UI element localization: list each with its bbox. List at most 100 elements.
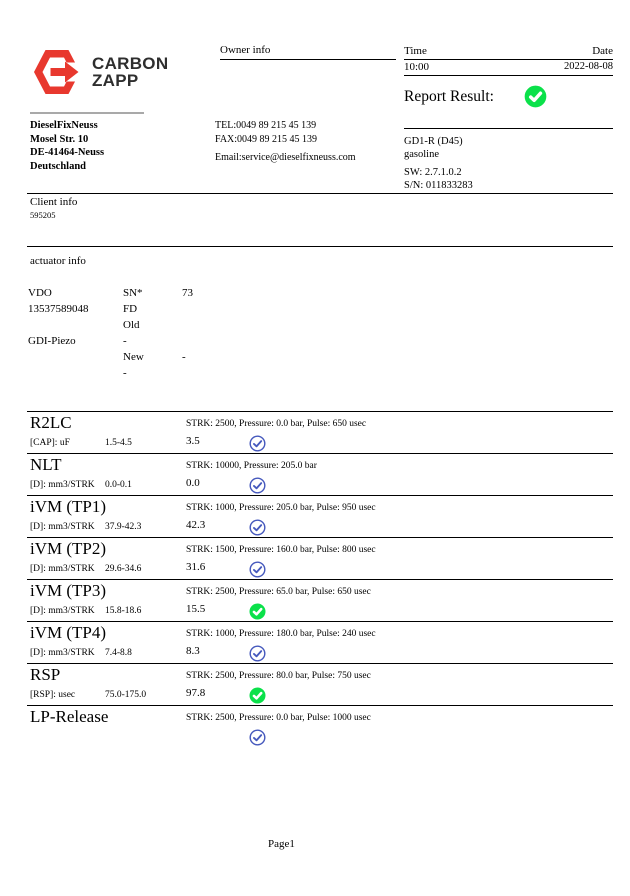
actuator-brand: VDO — [28, 287, 52, 299]
machine-serial-number: S/N: 011833283 — [404, 179, 473, 191]
machine-info: GD1-R (D45) gasoline SW: 2.7.1.0.2 S/N: … — [404, 128, 613, 192]
actuator-info-grid: VDO SN* 73 13537589048 FD Old GDI-Piezo … — [28, 285, 242, 381]
report-result-pass-icon — [524, 85, 547, 108]
test-value: 3.5 — [186, 435, 200, 447]
divider — [27, 246, 613, 247]
time-date-block: Time Date 10:00 2022-08-08 Report Result… — [404, 44, 613, 108]
pass-icon — [249, 435, 266, 452]
client-info-value: 595205 — [30, 210, 56, 220]
test-value: 31.6 — [186, 561, 206, 573]
workshop-fax: FAX:0049 89 215 45 139 — [215, 134, 318, 145]
test-condition: STRK: 1500, Pressure: 160.0 bar, Pulse: … — [186, 545, 376, 555]
test-value: 97.8 — [186, 687, 206, 699]
owner-info-label: Owner info — [220, 44, 396, 60]
test-name: iVM (TP4) — [30, 623, 107, 642]
machine-model: GD1-R (D45) — [404, 136, 463, 147]
test-name: iVM (TP1) — [30, 497, 107, 516]
brand-name-line2: ZAPP — [92, 71, 139, 90]
test-name: LP-Release — [30, 707, 109, 726]
test-row-ivm-tp2: iVM (TP2) STRK: 1500, Pressure: 160.0 ba… — [27, 537, 613, 579]
pass-icon — [249, 687, 266, 704]
test-unit: [RSP]: usec — [30, 690, 76, 700]
time-label: Time — [404, 45, 427, 57]
divider — [27, 193, 613, 194]
test-value: 0.0 — [186, 477, 200, 489]
test-unit: [D]: mm3/STRK — [30, 480, 95, 490]
time-date-value-row: 10:00 2022-08-08 — [404, 60, 613, 76]
brand-name-line1: CARBON — [92, 54, 169, 73]
actuator-part-number: 13537589048 — [28, 303, 89, 315]
test-row-rsp: RSP STRK: 2500, Pressure: 80.0 bar, Puls… — [27, 663, 613, 705]
workshop-tel: TEL:0049 89 215 45 139 — [215, 120, 317, 131]
test-range: 0.0-0.1 — [105, 480, 132, 490]
test-value: 8.3 — [186, 645, 200, 657]
workshop-name: DieselFixNeuss — [30, 120, 98, 131]
test-range: 1.5-4.5 — [105, 438, 132, 448]
actuator-row: - — [123, 367, 127, 379]
actuator-row: GDI-Piezo - — [28, 333, 242, 349]
workshop-contact: TEL:0049 89 215 45 139 FAX:0049 89 215 4… — [215, 119, 356, 165]
machine-fuel: gasoline — [404, 148, 439, 160]
test-condition: STRK: 10000, Pressure: 205.0 bar — [186, 461, 317, 471]
brand-name: CARBON ZAPP — [92, 46, 168, 103]
pass-icon — [249, 645, 266, 662]
actuator-new-value: - — [182, 351, 186, 363]
test-unit: [D]: mm3/STRK — [30, 648, 95, 658]
test-results-table: R2LC STRK: 2500, Pressure: 0.0 bar, Puls… — [27, 411, 613, 761]
actuator-old-label: Old — [123, 319, 140, 331]
test-unit: [CAP]: uF — [30, 438, 70, 448]
test-value: 42.3 — [186, 519, 206, 531]
client-info-label: Client info — [30, 196, 78, 208]
page-number: Page1 — [268, 838, 295, 850]
actuator-row: New - — [28, 349, 242, 365]
pass-icon — [249, 729, 266, 746]
workshop-city: DE-41464-Neuss — [30, 147, 105, 158]
test-row-ivm-tp4: iVM (TP4) STRK: 1000, Pressure: 180.0 ba… — [27, 621, 613, 663]
actuator-row: Old — [28, 317, 242, 333]
actuator-fd-label: FD — [123, 303, 138, 315]
test-row-lp-release: LP-Release STRK: 2500, Pressure: 0.0 bar… — [27, 705, 613, 761]
test-condition: STRK: 2500, Pressure: 0.0 bar, Pulse: 10… — [186, 713, 371, 723]
workshop-address: DieselFixNeuss Mosel Str. 10 DE-41464-Ne… — [30, 119, 104, 173]
test-unit: [D]: mm3/STRK — [30, 522, 95, 532]
date-value: 2022-08-08 — [564, 61, 613, 72]
test-name: R2LC — [30, 413, 72, 432]
carbon-zapp-logo-icon — [32, 46, 82, 103]
time-date-header-row: Time Date — [404, 44, 613, 60]
workshop-country: Deutschland — [30, 160, 87, 172]
test-row-ivm-tp1: iVM (TP1) STRK: 1000, Pressure: 205.0 ba… — [27, 495, 613, 537]
pass-icon — [249, 519, 266, 536]
test-range: 15.8-18.6 — [105, 606, 142, 616]
actuator-sn-label: SN* — [123, 287, 143, 299]
test-range: 29.6-34.6 — [105, 564, 142, 574]
test-condition: STRK: 2500, Pressure: 80.0 bar, Pulse: 7… — [186, 671, 371, 681]
test-condition: STRK: 2500, Pressure: 65.0 bar, Pulse: 6… — [186, 587, 371, 597]
test-name: NLT — [30, 455, 62, 474]
logo-divider — [30, 112, 144, 114]
test-name: RSP — [30, 665, 61, 684]
pass-icon — [249, 477, 266, 494]
actuator-fd-value — [182, 301, 242, 317]
time-value: 10:00 — [404, 61, 430, 73]
test-name: iVM (TP2) — [30, 539, 107, 558]
test-row-r2lc: R2LC STRK: 2500, Pressure: 0.0 bar, Puls… — [27, 411, 613, 453]
test-condition: STRK: 1000, Pressure: 205.0 bar, Pulse: … — [186, 503, 376, 513]
report-result-row: Report Result: — [404, 85, 613, 108]
actuator-row: VDO SN* 73 — [28, 285, 242, 301]
test-value: 15.5 — [186, 603, 206, 615]
test-unit: [D]: mm3/STRK — [30, 606, 95, 616]
pass-icon — [249, 561, 266, 578]
test-row-nlt: NLT STRK: 10000, Pressure: 205.0 bar [D]… — [27, 453, 613, 495]
actuator-type: GDI-Piezo — [28, 335, 76, 347]
actuator-info-label: actuator info — [30, 255, 86, 267]
test-condition: STRK: 2500, Pressure: 0.0 bar, Pulse: 65… — [186, 419, 367, 429]
test-name: iVM (TP3) — [30, 581, 107, 600]
machine-software-version: SW: 2.7.1.0.2 — [404, 167, 462, 178]
client-info: Client info 595205 — [30, 196, 77, 220]
test-condition: STRK: 1000, Pressure: 180.0 bar, Pulse: … — [186, 629, 376, 639]
test-range: 7.4-8.8 — [105, 648, 132, 658]
actuator-new-label: New — [123, 351, 144, 363]
actuator-row: 13537589048 FD — [28, 301, 242, 317]
test-range: 75.0-175.0 — [105, 690, 147, 700]
